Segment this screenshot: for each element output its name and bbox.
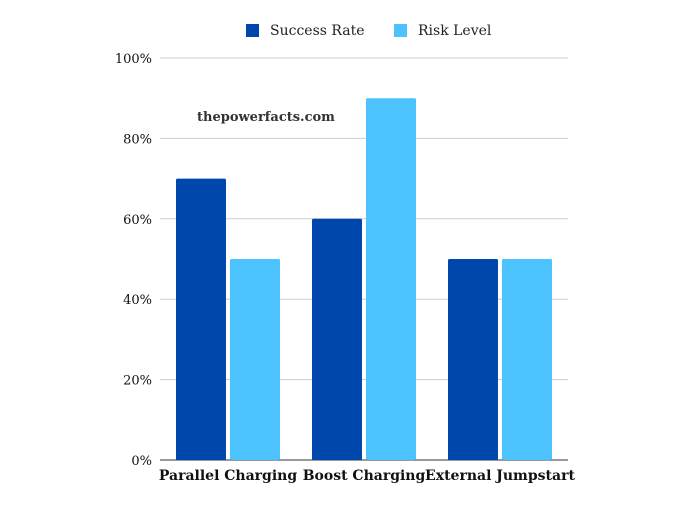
legend-label: Risk Level: [418, 23, 492, 39]
bar-success-rate: [448, 259, 498, 460]
legend: Success Rate Risk Level: [246, 23, 492, 39]
watermark-text: thepowerfacts.com: [197, 110, 335, 125]
y-tick-label: 0%: [131, 454, 152, 469]
y-axis-ticks: 0% 20% 40% 60% 80% 100%: [115, 52, 152, 469]
bar-risk-level: [366, 98, 416, 460]
legend-swatch: [246, 24, 259, 37]
bars: [176, 98, 552, 460]
x-category-label: Parallel Charging: [159, 468, 297, 484]
x-axis-categories: Parallel Charging Boost Charging External …: [159, 468, 576, 484]
x-category-label: Boost Charging: [303, 468, 426, 484]
grid-lines: [160, 57, 568, 461]
x-category-label: External Jumpstart: [425, 468, 575, 484]
bar-risk-level: [230, 259, 280, 460]
y-tick-label: 20%: [123, 374, 152, 389]
y-tick-label: 60%: [123, 213, 152, 228]
bar-risk-level: [502, 259, 552, 460]
y-tick-label: 100%: [115, 52, 152, 67]
y-tick-label: 80%: [123, 132, 152, 147]
legend-label: Success Rate: [270, 23, 365, 39]
legend-swatch: [394, 24, 407, 37]
y-tick-label: 40%: [123, 293, 152, 308]
bar-success-rate: [312, 218, 362, 460]
bar-success-rate: [176, 178, 226, 460]
